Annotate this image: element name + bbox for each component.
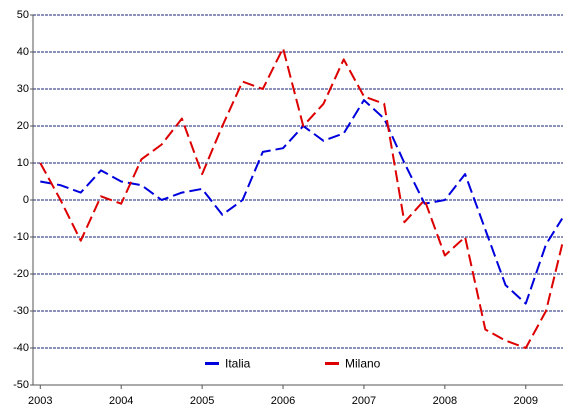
y-tick-label: 0 bbox=[23, 194, 29, 206]
legend-label: Italia bbox=[225, 357, 251, 371]
y-tick-label: -10 bbox=[13, 231, 29, 243]
legend-box bbox=[165, 352, 425, 377]
y-tick-label: -40 bbox=[13, 342, 29, 354]
legend-label: Milano bbox=[345, 357, 381, 371]
x-tick-label: 2003 bbox=[28, 395, 52, 407]
x-tick-label: 2009 bbox=[514, 395, 538, 407]
x-tick-label: 2007 bbox=[352, 395, 376, 407]
y-tick-label: 30 bbox=[17, 83, 29, 95]
y-tick-label: 40 bbox=[17, 46, 29, 58]
x-tick-label: 2004 bbox=[109, 395, 133, 407]
y-tick-label: -30 bbox=[13, 305, 29, 317]
series-line bbox=[39, 47, 563, 349]
y-tick-label: -20 bbox=[13, 268, 29, 280]
y-tick-label: 50 bbox=[17, 9, 29, 21]
y-tick-label: 10 bbox=[17, 157, 29, 169]
x-tick-label: 2008 bbox=[433, 395, 457, 407]
y-tick-label: -50 bbox=[13, 379, 29, 391]
x-tick-label: 2006 bbox=[271, 395, 295, 407]
x-tick-label: 2005 bbox=[190, 395, 214, 407]
y-tick-label: 20 bbox=[17, 120, 29, 132]
